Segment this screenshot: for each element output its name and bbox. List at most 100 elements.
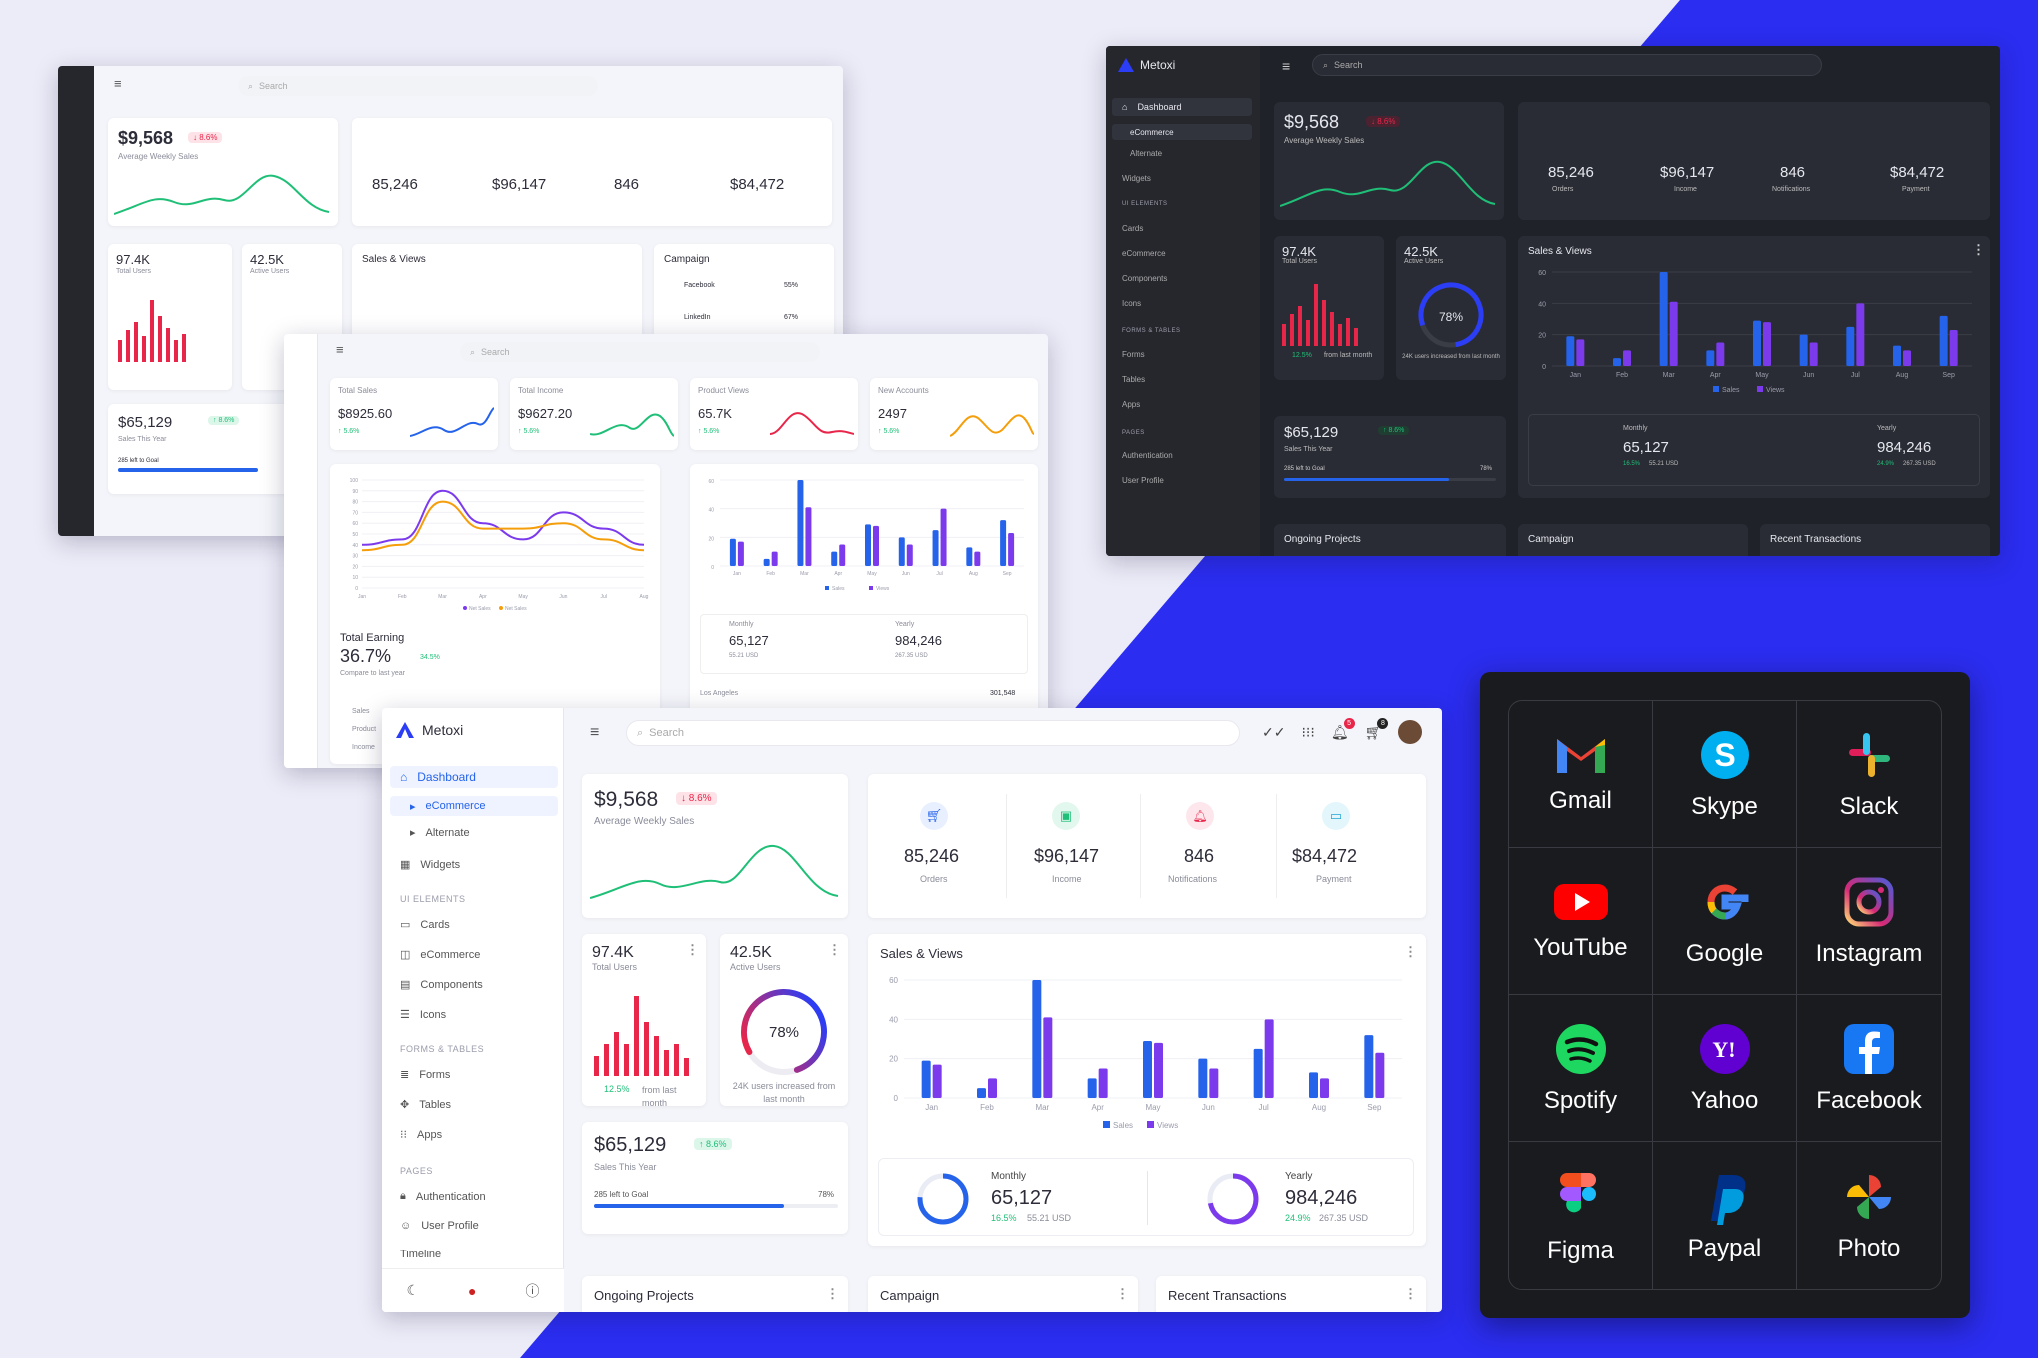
- sidebar-item-components[interactable]: ▤ Components: [400, 978, 483, 992]
- sidebar-item-cards[interactable]: ▭ Cards: [400, 918, 450, 932]
- app-label: YouTube: [1533, 934, 1628, 961]
- line-series: [361, 489, 645, 546]
- language-flag-icon[interactable]: ●: [468, 1282, 477, 1299]
- card-menu-button[interactable]: ⋮: [1972, 242, 1985, 257]
- mini-title: New Accounts: [878, 386, 929, 395]
- search-input[interactable]: ⌕ Search: [1312, 54, 1822, 76]
- sidebar-item-ecommerce-2[interactable]: eCommerce: [1122, 249, 1166, 258]
- app-tile-youtube[interactable]: YouTube: [1509, 848, 1653, 995]
- app-tile-figma[interactable]: Figma: [1509, 1142, 1653, 1289]
- apps-grid-icon[interactable]: ⁝⁝⁝: [1301, 723, 1315, 740]
- y-tick-label: 60: [352, 521, 358, 527]
- sales-views-card: Sales & Views ⋮ 0 20 40 60 Jan Feb Mar Apr May Ju…: [868, 934, 1426, 1246]
- weekly-sales-value: $9,568: [118, 128, 174, 148]
- sidebar-item-widgets[interactable]: ▦ Widgets: [400, 858, 461, 872]
- app-tile-photo[interactable]: Photo: [1797, 1142, 1941, 1289]
- menu-icon[interactable]: ≡: [336, 342, 344, 357]
- sales-year-value: $65,129: [118, 414, 173, 431]
- monthly-usd: 55.21 USD: [1027, 1213, 1072, 1223]
- sidebar-item-tables[interactable]: ✥ Tables: [400, 1098, 452, 1112]
- monthly-usd: 55.21 USD: [729, 653, 759, 659]
- bar-views: [1669, 301, 1678, 366]
- sidebar-item-ecommerce[interactable]: eCommerce: [1112, 124, 1252, 140]
- card-menu-button[interactable]: ⋮: [828, 942, 841, 957]
- card-menu-button[interactable]: ⋮: [1404, 1286, 1417, 1301]
- sidebar-item-dashboard[interactable]: ⌂ Dashboard: [390, 766, 558, 788]
- search-input[interactable]: ⌕ Search: [626, 720, 1240, 746]
- sidebar-item-user-profile[interactable]: ☺ User Profile: [400, 1220, 479, 1232]
- goal-progress-track: [1284, 478, 1496, 481]
- sidebar: Metoxi ⌂ Dashboard eCommerce Alternate Wi…: [1106, 46, 1260, 556]
- card-menu-button[interactable]: ⋮: [1116, 1286, 1129, 1301]
- sidebar-item-widgets[interactable]: Widgets: [1122, 174, 1151, 183]
- home-icon: ⌂: [1122, 102, 1128, 112]
- app-tile-gmail[interactable]: Gmail: [1509, 701, 1653, 848]
- app-tile-yahoo[interactable]: Y! Yahoo: [1653, 995, 1797, 1142]
- sidebar-item-forms[interactable]: Forms: [1122, 350, 1145, 359]
- sidebar-item-alternate[interactable]: ▸ Alternate: [410, 826, 470, 840]
- checkmarks-icon[interactable]: ✓✓: [1262, 723, 1286, 740]
- sidebar-item-ecommerce-2[interactable]: ◫ eCommerce: [400, 948, 481, 962]
- avatar[interactable]: [1398, 720, 1423, 744]
- sidebar-item-icons[interactable]: ☰ Icons: [400, 1008, 447, 1022]
- list-icon: ≣: [400, 1069, 410, 1081]
- app-tile-google[interactable]: Google: [1653, 848, 1797, 995]
- brand[interactable]: Metoxi: [396, 722, 463, 738]
- legend-swatch: [1713, 386, 1719, 392]
- info-icon[interactable]: ⓘ: [525, 1282, 540, 1299]
- sidebar-item-user-profile[interactable]: User Profile: [1122, 476, 1164, 485]
- menu-toggle-icon[interactable]: ≡: [590, 724, 600, 741]
- bar-views: [1264, 1019, 1274, 1098]
- card-menu-button[interactable]: ⋮: [1404, 944, 1417, 959]
- sidebar-item-apps[interactable]: Apps: [1122, 400, 1141, 409]
- search-input[interactable]: ⌕ Search: [460, 342, 820, 362]
- menu-icon[interactable]: ≡: [114, 76, 122, 91]
- sidebar-item-components[interactable]: Components: [1122, 274, 1168, 283]
- brand[interactable]: Metoxi: [1118, 58, 1175, 72]
- menu-icon[interactable]: ≡: [1282, 58, 1291, 74]
- sidebar-item-forms[interactable]: ≣ Forms: [400, 1068, 451, 1082]
- brand-logo-icon: [396, 722, 414, 738]
- sidebar-item-apps[interactable]: ⁝⁝ Apps: [400, 1128, 443, 1142]
- dark-mode-toggle-icon[interactable]: ☾: [406, 1282, 420, 1298]
- sidebar-item-icons[interactable]: Icons: [1122, 299, 1142, 308]
- sidebar-item-authentication[interactable]: 🔒︎ Authentication: [400, 1190, 486, 1203]
- monthly-label: Monthly: [729, 621, 754, 628]
- y-tick-label: 80: [352, 500, 358, 506]
- x-tick-label: Jun: [902, 571, 910, 577]
- bar-sales: [831, 551, 838, 566]
- sidebar-item-alternate[interactable]: Alternate: [1130, 149, 1163, 158]
- app-tile-skype[interactable]: S Skype: [1653, 701, 1797, 848]
- app-tile-facebook[interactable]: Facebook: [1797, 995, 1941, 1142]
- notifications-value: 846: [1184, 846, 1215, 866]
- legend-income: Income: [352, 744, 375, 751]
- bar-sales: [1799, 334, 1808, 366]
- card-menu-button[interactable]: ⋮: [826, 1286, 839, 1301]
- x-tick-label: May: [1755, 372, 1769, 379]
- search-input[interactable]: ⌕ Search: [238, 76, 598, 96]
- sidebar-item-cards[interactable]: Cards: [1122, 224, 1144, 233]
- sidebar-item-dashboard[interactable]: ⌂ Dashboard: [1112, 98, 1252, 116]
- sidebar-item-timeline[interactable]: Timeline: [400, 1250, 442, 1258]
- sidebar-item-ecommerce[interactable]: ▸ eCommerce: [390, 796, 558, 816]
- sidebar-item-authentication[interactable]: Authentication: [1122, 451, 1173, 460]
- app-tile-paypal[interactable]: Paypal: [1653, 1142, 1797, 1289]
- ongoing-projects-title: Ongoing Projects: [1284, 534, 1361, 545]
- ongoing-projects-card: Ongoing Projects: [1274, 524, 1506, 556]
- app-tile-spotify[interactable]: Spotify: [1509, 995, 1653, 1142]
- weekly-label: Average Weekly Sales: [1284, 136, 1365, 145]
- search-icon: ⌕: [1323, 59, 1329, 70]
- cart-icon[interactable]: 🛒︎ 8: [1365, 717, 1389, 741]
- card-menu-button[interactable]: ⋮: [686, 942, 699, 957]
- app-tile-slack[interactable]: Slack: [1797, 701, 1941, 848]
- legend-swatch: [1147, 1121, 1154, 1128]
- total-users-bars: [1282, 284, 1358, 346]
- bar-sales: [1893, 345, 1901, 366]
- bell-icon[interactable]: 🔔︎ 5: [1331, 717, 1355, 741]
- y-tick-label: 40: [352, 543, 358, 549]
- notifications-value: 846: [614, 176, 640, 193]
- app-tile-instagram[interactable]: Instagram: [1797, 848, 1941, 995]
- bar-sales: [1000, 520, 1007, 566]
- sidebar-item-tables[interactable]: Tables: [1122, 375, 1146, 384]
- bar-views: [1856, 303, 1865, 366]
